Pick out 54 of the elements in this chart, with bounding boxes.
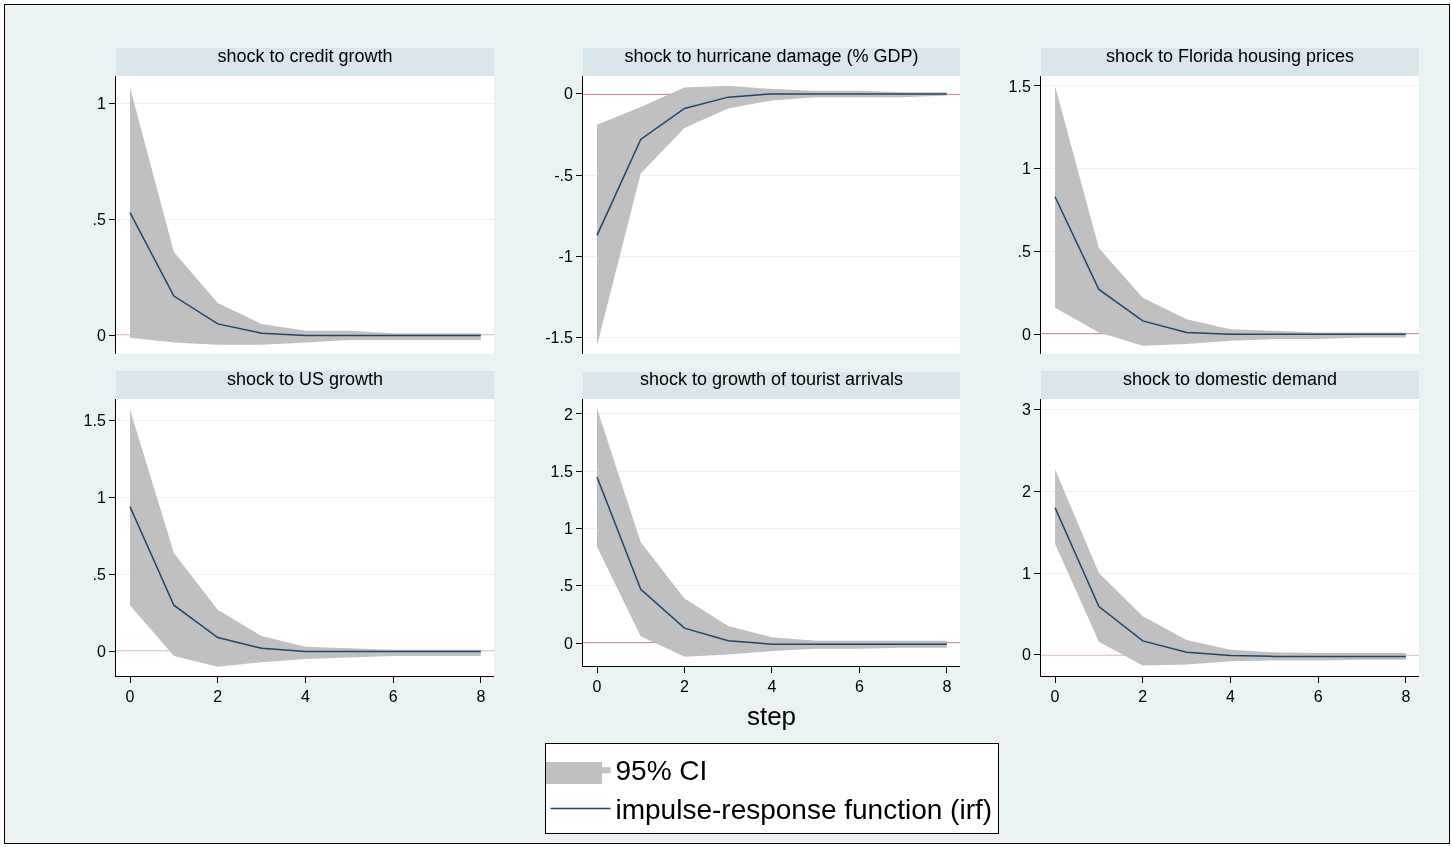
y-tick-label: 1: [96, 95, 106, 113]
x-tick-label: 2: [213, 688, 223, 706]
x-tick-label: 6: [1313, 688, 1323, 706]
x-tick-label: 0: [125, 688, 135, 706]
y-tick-label: .5: [559, 577, 573, 595]
y-tick-label: 1: [96, 489, 106, 507]
y-tick-label: -1.5: [545, 329, 573, 347]
y-tick-label: 0: [96, 327, 106, 345]
text: 95% CI: [615, 755, 708, 787]
line-series: [129, 211, 482, 337]
x-tick-label: 0: [592, 678, 602, 696]
line-series: [129, 505, 482, 653]
x-tick-label: 0: [1050, 688, 1060, 706]
y-tick-label: 2: [563, 405, 573, 423]
x-tick-label: 2: [680, 678, 690, 696]
line-series: [1054, 196, 1407, 335]
line-series: [596, 476, 948, 645]
legend-label: impulse-response function (irf): [615, 794, 993, 826]
y-tick-label: -.5: [554, 166, 573, 184]
y-tick-label: 0: [563, 85, 573, 103]
x-tick-label: 4: [767, 678, 777, 696]
x-tick-label: 8: [476, 688, 486, 706]
y-tick-label: 1.5: [550, 462, 573, 480]
y-tick-label: 0: [1021, 646, 1031, 664]
x-tick-label: 4: [300, 688, 310, 706]
x-tick-label: 6: [388, 688, 398, 706]
chart-title: shock to growth of tourist arrivals: [639, 369, 904, 390]
chart-title: shock to US growth: [226, 369, 384, 390]
line-series: [596, 93, 948, 237]
y-tick-label: 1: [1021, 160, 1031, 178]
y-tick-label: 1: [1021, 564, 1031, 582]
x-tick-label: 8: [1401, 688, 1411, 706]
x-tick-label: 8: [942, 678, 952, 696]
y-tick-label: 0: [563, 634, 573, 652]
y-tick-label: 0: [96, 642, 106, 660]
x-axis-title: step: [746, 700, 797, 731]
y-tick-label: 1.5: [1008, 77, 1031, 95]
chart-title: shock to Florida housing prices: [1105, 46, 1355, 67]
y-tick-label: 1.5: [83, 412, 106, 430]
y-tick-label: 0: [1021, 325, 1031, 343]
x-tick-label: 4: [1225, 688, 1235, 706]
chart-title: shock to domestic demand: [1122, 369, 1338, 390]
y-tick-label: 2: [1021, 482, 1031, 500]
y-tick-label: -1: [558, 248, 573, 266]
x-tick-label: 2: [1138, 688, 1148, 706]
y-tick-label: .5: [92, 211, 106, 229]
y-tick-label: .5: [92, 566, 106, 584]
y-tick-label: 1: [563, 520, 573, 538]
y-tick-label: .5: [1017, 243, 1031, 260]
y-tick-label: 3: [1021, 401, 1031, 419]
line-series: [1054, 506, 1407, 658]
chart-title: shock to credit growth: [217, 46, 393, 67]
chart-title: shock to hurricane damage (% GDP): [624, 46, 919, 67]
x-tick-label: 6: [854, 678, 864, 696]
